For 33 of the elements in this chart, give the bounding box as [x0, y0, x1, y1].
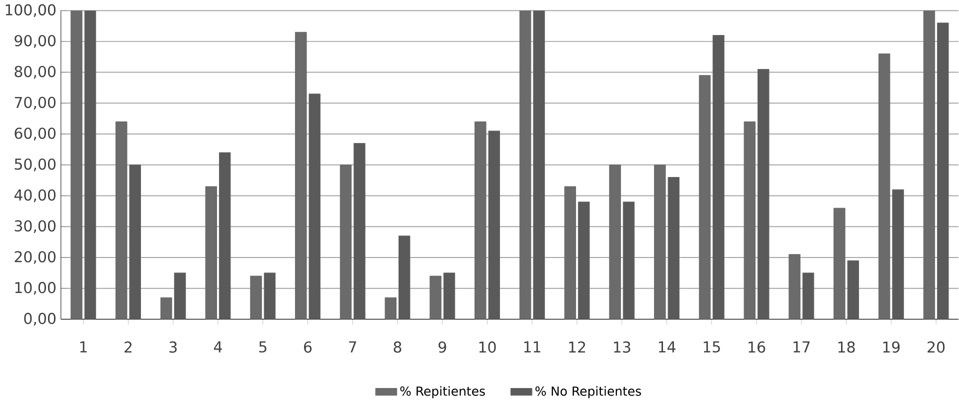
y-tick-label: 80,00 — [14, 66, 56, 79]
y-tick-label: 10,00 — [15, 282, 56, 296]
x-tick-label: 16 — [748, 342, 766, 353]
x-tick-label: 9 — [438, 342, 446, 353]
legend-label: % Repitientes — [400, 386, 485, 398]
x-tick-label: 13 — [614, 342, 630, 353]
x-tick-label: 6 — [304, 342, 312, 353]
x-tick-label: 17 — [794, 342, 810, 353]
x-tick-label: 10 — [479, 342, 496, 353]
x-tick-label: 18 — [838, 342, 855, 353]
x-tick-label: 3 — [170, 342, 177, 353]
x-tick-label: 11 — [524, 342, 540, 353]
x-tick-label: 15 — [704, 342, 720, 353]
y-tick-label: 100,00 — [6, 4, 56, 18]
y-tick-label: 20,00 — [14, 251, 56, 264]
x-tick-label: 4 — [214, 342, 222, 353]
legend-label: % No Repitientes — [535, 386, 642, 398]
y-tick-label: 70,00 — [14, 96, 56, 110]
x-tick-label: 19 — [883, 342, 900, 353]
y-tick-label: 30,00 — [14, 220, 56, 234]
y-tick-label: 0,00 — [24, 313, 56, 326]
x-tick-label: 1 — [80, 342, 87, 353]
x-tick-label: 5 — [259, 342, 266, 353]
y-tick-label: 60,00 — [14, 128, 56, 141]
x-tick-label: 20 — [928, 342, 945, 353]
x-tick-label: 14 — [658, 342, 676, 353]
x-tick-label: 12 — [569, 342, 586, 353]
x-tick-label: 2 — [124, 342, 132, 353]
y-tick-label: 40,00 — [14, 190, 56, 202]
y-tick-label: 50,00 — [14, 158, 56, 172]
x-tick-label: 7 — [349, 342, 356, 353]
y-tick-label: 90,00 — [14, 35, 56, 48]
x-tick-label: 8 — [394, 342, 402, 353]
